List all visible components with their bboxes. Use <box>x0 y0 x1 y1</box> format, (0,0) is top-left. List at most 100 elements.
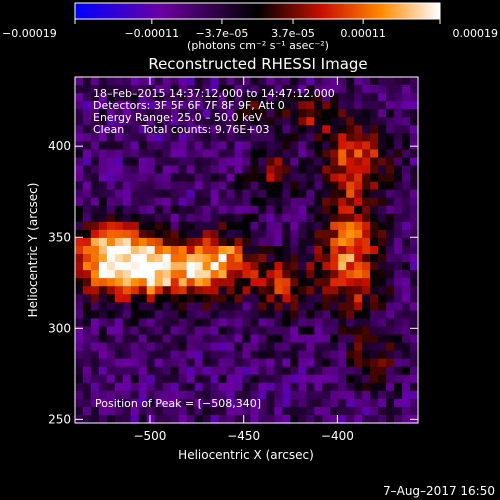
heatmap-cell <box>394 326 403 336</box>
heatmap-cell <box>338 157 347 167</box>
heatmap-cell <box>226 358 236 368</box>
heatmap-cell <box>298 406 307 416</box>
heatmap-cell <box>322 310 331 319</box>
heatmap-cell <box>122 77 132 86</box>
heatmap-cell <box>138 213 148 223</box>
heatmap-cell <box>258 318 268 328</box>
heatmap-cell <box>162 221 172 231</box>
heatmap-cell <box>218 141 228 151</box>
heatmap-cell <box>162 157 172 167</box>
heatmap-cell <box>170 125 180 134</box>
heatmap-cell <box>154 358 164 368</box>
heatmap-cell <box>154 213 164 223</box>
heatmap-cell <box>106 101 116 110</box>
heatmap-cell <box>306 125 315 134</box>
heatmap-cell <box>410 77 419 86</box>
heatmap-cell <box>314 374 323 384</box>
heatmap-cell <box>314 342 323 352</box>
heatmap-cell <box>362 350 371 360</box>
heatmap-cell <box>82 398 92 408</box>
heatmap-cell <box>154 165 164 175</box>
heatmap-cell <box>186 326 196 336</box>
heatmap-cell <box>330 117 339 126</box>
heatmap-cell <box>218 189 228 199</box>
heatmap-cell <box>370 85 379 94</box>
heatmap-cell <box>298 286 307 295</box>
heatmap-cell <box>378 125 387 134</box>
heatmap-cell <box>106 245 116 255</box>
heatmap-cell <box>306 213 315 223</box>
heatmap-cell <box>114 85 124 94</box>
heatmap-cell <box>322 85 331 94</box>
heatmap-cell <box>370 414 379 424</box>
heatmap-cell <box>138 229 148 239</box>
heatmap-cell <box>346 157 355 167</box>
heatmap-cell <box>266 270 276 279</box>
heatmap-cell <box>130 326 140 336</box>
heatmap-cell <box>178 302 188 311</box>
heatmap-cell <box>210 213 220 223</box>
heatmap-cell <box>394 374 403 384</box>
heatmap-cell <box>258 109 268 118</box>
heatmap-cell <box>82 294 92 303</box>
heatmap-cell <box>122 286 132 295</box>
heatmap-cell <box>210 149 220 159</box>
heatmap-cell <box>290 173 299 183</box>
heatmap-cell <box>402 197 411 207</box>
heatmap-cell <box>178 334 188 344</box>
heatmap-cell <box>394 213 403 223</box>
heatmap-cell <box>82 390 92 400</box>
heatmap-cell <box>234 125 244 134</box>
heatmap-cell <box>154 334 164 344</box>
heatmap-cell <box>402 390 411 400</box>
heatmap-cell <box>130 157 140 167</box>
heatmap-cell <box>306 205 315 215</box>
heatmap-cell <box>154 205 164 215</box>
heatmap-cell <box>82 149 92 159</box>
heatmap-cell <box>202 85 212 94</box>
heatmap-cell <box>266 133 276 142</box>
heatmap-cell <box>75 125 84 134</box>
heatmap-cell <box>258 125 268 134</box>
heatmap-cell <box>170 77 180 86</box>
heatmap-cell <box>146 326 156 336</box>
heatmap-cell <box>314 398 323 408</box>
heatmap-cell <box>210 205 220 215</box>
heatmap-cell <box>106 326 116 336</box>
heatmap-cell <box>162 117 172 126</box>
heatmap-cell <box>410 85 419 94</box>
colorbar-ticks: −0.00019 −0.00011 −3.7e–05 3.7e–05 0.00011 0.… <box>2 19 498 40</box>
heatmap-cell <box>98 302 108 311</box>
heatmap-cell <box>354 326 363 336</box>
heatmap-cell <box>75 197 84 207</box>
heatmap-cell <box>330 213 339 223</box>
heatmap-cell <box>106 229 116 239</box>
heatmap-cell <box>218 414 228 424</box>
heatmap-cell <box>362 254 371 263</box>
heatmap-cell <box>354 205 363 215</box>
heatmap-cell <box>250 406 260 416</box>
heatmap-cell <box>90 117 100 126</box>
heatmap-cell <box>306 326 315 336</box>
heatmap-cell <box>266 278 276 287</box>
heatmap-cell <box>154 310 164 319</box>
heatmap-cell <box>122 229 132 239</box>
heatmap-cell <box>250 302 260 311</box>
heatmap-cell <box>322 366 331 376</box>
annotation-total-counts: Clean Total counts: 9.76E+03 <box>93 123 270 136</box>
heatmap-cell <box>82 173 92 183</box>
heatmap-cell <box>354 286 363 295</box>
heatmap-cell <box>138 382 148 392</box>
heatmap-cell <box>226 326 236 336</box>
heatmap-cell <box>82 77 92 86</box>
heatmap-cell <box>282 133 291 142</box>
heatmap-cell <box>146 109 156 118</box>
heatmap-cell <box>90 398 100 408</box>
heatmap-cell <box>90 197 100 207</box>
heatmap-cell <box>410 318 419 328</box>
heatmap-cell <box>298 366 307 376</box>
heatmap-cell <box>234 117 244 126</box>
heatmap-cell <box>210 254 220 263</box>
heatmap-cell <box>154 406 164 416</box>
heatmap-cell <box>106 141 116 151</box>
